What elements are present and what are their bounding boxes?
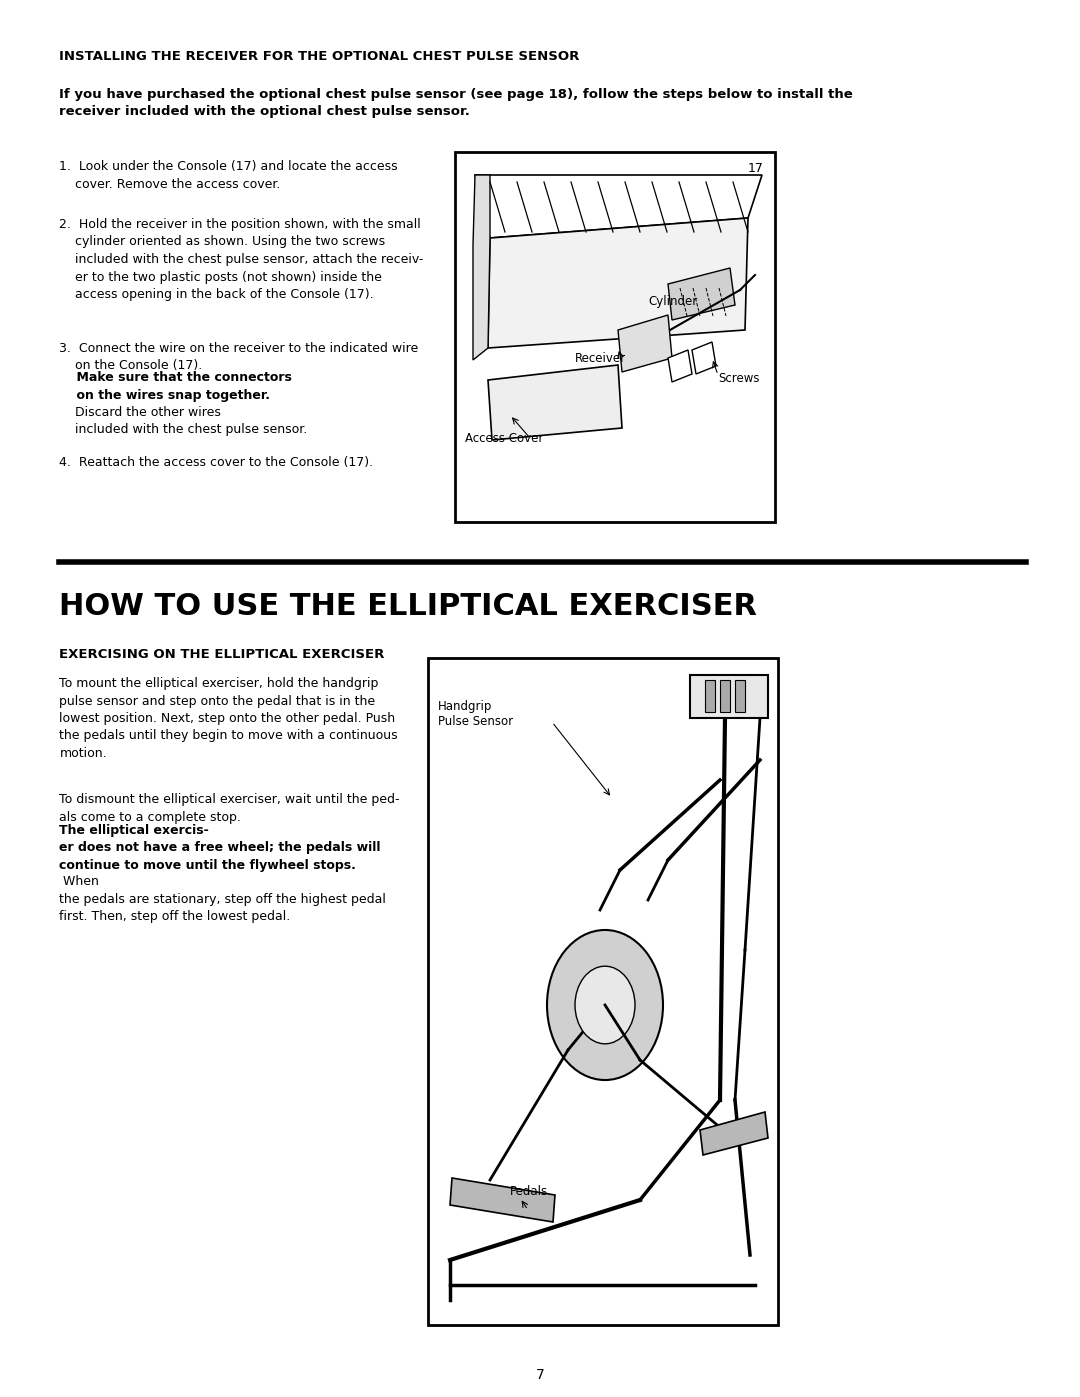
Text: The elliptical exercis-
er does not have a free wheel; the pedals will
continue : The elliptical exercis- er does not have…: [59, 824, 381, 872]
Text: Discard the other wires
    included with the chest pulse sensor.: Discard the other wires included with th…: [59, 407, 308, 436]
Text: Screws: Screws: [718, 372, 759, 386]
Polygon shape: [669, 268, 735, 320]
Polygon shape: [692, 342, 716, 374]
Text: 3.  Connect the wire on the receiver to the indicated wire
    on the Console (1: 3. Connect the wire on the receiver to t…: [59, 342, 419, 373]
Polygon shape: [488, 218, 748, 348]
Bar: [720, 680, 730, 712]
Polygon shape: [669, 351, 692, 381]
Text: HOW TO USE THE ELLIPTICAL EXERCISER: HOW TO USE THE ELLIPTICAL EXERCISER: [59, 592, 757, 622]
Polygon shape: [700, 1112, 768, 1155]
Circle shape: [575, 967, 635, 1044]
Polygon shape: [475, 175, 762, 237]
Polygon shape: [690, 675, 768, 718]
Polygon shape: [488, 365, 622, 440]
Text: Handgrip
Pulse Sensor: Handgrip Pulse Sensor: [438, 700, 513, 728]
Text: Pedals: Pedals: [510, 1185, 549, 1199]
Bar: [428, 658, 778, 1324]
Polygon shape: [473, 175, 490, 360]
Text: To mount the elliptical exerciser, hold the handgrip
pulse sensor and step onto : To mount the elliptical exerciser, hold …: [59, 678, 399, 760]
Text: Access Cover: Access Cover: [465, 432, 543, 446]
Text: 7: 7: [536, 1368, 544, 1382]
Circle shape: [546, 930, 663, 1080]
Bar: [455, 152, 775, 522]
Polygon shape: [618, 314, 672, 372]
Text: When
the pedals are stationary, step off the highest pedal
first. Then, step off: When the pedals are stationary, step off…: [59, 875, 387, 923]
Text: 2.  Hold the receiver in the position shown, with the small
    cylinder oriente: 2. Hold the receiver in the position sho…: [59, 218, 423, 300]
Text: Make sure that the connectors
    on the wires snap together.: Make sure that the connectors on the wir…: [59, 372, 293, 401]
Bar: [705, 680, 715, 712]
Text: To dismount the elliptical exerciser, wait until the ped-
als come to a complete: To dismount the elliptical exerciser, wa…: [59, 793, 400, 823]
Text: 4.  Reattach the access cover to the Console (17).: 4. Reattach the access cover to the Cons…: [59, 455, 374, 469]
Text: Receiver: Receiver: [575, 352, 626, 365]
Text: If you have purchased the optional chest pulse sensor (see page 18), follow the : If you have purchased the optional chest…: [59, 88, 853, 117]
Text: EXERCISING ON THE ELLIPTICAL EXERCISER: EXERCISING ON THE ELLIPTICAL EXERCISER: [59, 648, 384, 661]
Bar: [735, 680, 745, 712]
Text: INSTALLING THE RECEIVER FOR THE OPTIONAL CHEST PULSE SENSOR: INSTALLING THE RECEIVER FOR THE OPTIONAL…: [59, 50, 580, 63]
Polygon shape: [450, 1178, 555, 1222]
Text: Cylinder: Cylinder: [648, 295, 698, 307]
Text: 1.  Look under the Console (17) and locate the access
    cover. Remove the acce: 1. Look under the Console (17) and locat…: [59, 161, 399, 190]
Text: 17: 17: [748, 162, 764, 175]
